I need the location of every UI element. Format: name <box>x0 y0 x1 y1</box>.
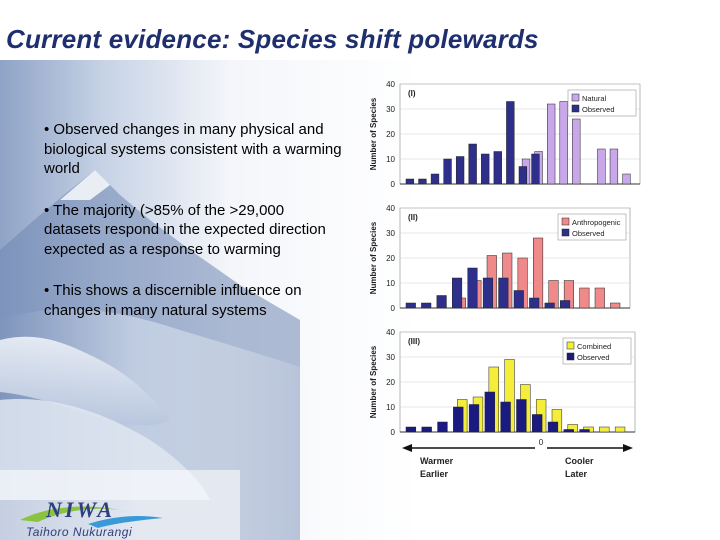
legend-swatch <box>566 352 575 361</box>
bar-observed-1 <box>518 166 528 185</box>
bar-observed-2 <box>467 267 478 309</box>
bar-observed-1 <box>443 158 452 185</box>
y-tick-label: 20 <box>386 378 395 387</box>
bar-observed-1 <box>468 143 477 185</box>
panel-label: (III) <box>408 337 420 346</box>
legend-label: Combined <box>577 342 611 351</box>
legend <box>562 337 632 365</box>
bar-observed-2 <box>560 300 571 309</box>
bar-anthropogenic-2 <box>533 237 544 309</box>
legend-label: Natural <box>582 94 607 103</box>
bar-observed-2 <box>529 297 540 309</box>
legend-label: Observed <box>572 229 605 238</box>
y-tick-label: 20 <box>386 130 395 139</box>
bar-observed-1 <box>405 178 415 185</box>
y-tick-label: 40 <box>386 328 395 337</box>
bullet-list: • Observed changes in many physical and … <box>44 120 344 334</box>
bar-observed-2 <box>513 290 524 309</box>
bar-observed-3 <box>421 426 432 433</box>
legend <box>567 89 637 117</box>
y-tick-label: 0 <box>391 180 396 189</box>
y-tick-label: 10 <box>386 279 395 288</box>
bar-natural-1 <box>547 103 556 185</box>
bar-observed-1 <box>455 156 465 185</box>
y-tick-label: 20 <box>386 254 395 263</box>
panel-label: (I) <box>408 89 416 98</box>
bar-observed-1 <box>493 151 502 185</box>
bar-natural-1 <box>559 101 568 185</box>
bullet-majority-datasets: • The majority (>85% of the >29,000 data… <box>44 201 326 258</box>
panel-label: (II) <box>408 213 418 222</box>
bar-anthropogenic-2 <box>579 287 590 309</box>
x-right-label: Later <box>565 469 588 479</box>
bar-observed-3 <box>563 429 574 433</box>
legend-swatch <box>561 228 570 237</box>
bar-observed-3 <box>484 391 495 433</box>
legend-label: Observed <box>582 105 615 114</box>
legend <box>557 213 627 241</box>
bar-observed-2 <box>405 302 416 309</box>
bar-observed-1 <box>506 101 515 185</box>
slide-title: Current evidence: Species shift poleward… <box>6 24 539 54</box>
cooler-arrowhead <box>623 444 633 452</box>
bar-natural-1 <box>609 148 619 185</box>
niwa-logo: NIWA <box>20 497 163 528</box>
x-zero-label: 0 <box>539 438 544 447</box>
bullet-discernible-influence: • This shows a discernible influence on … <box>44 282 302 319</box>
bar-combined-3 <box>599 426 610 433</box>
bar-natural-1 <box>597 148 606 185</box>
y-axis-label: Number of Species <box>369 97 378 170</box>
bar-natural-1 <box>622 173 631 185</box>
bar-observed-1 <box>418 178 427 185</box>
bar-natural-1 <box>572 118 581 185</box>
y-axis-label: Number of Species <box>369 221 378 294</box>
bar-anthropogenic-2 <box>610 302 621 309</box>
y-tick-label: 10 <box>386 403 395 412</box>
bar-observed-3 <box>453 406 464 433</box>
y-tick-label: 40 <box>386 80 395 89</box>
bullet-observed-changes: • Observed changes in many physical and … <box>44 121 342 177</box>
bar-observed-3 <box>547 421 559 433</box>
species-shift-charts: 0 10 20 30 40 Number of Species (I) Natural Obse… <box>369 80 641 479</box>
bar-observed-1 <box>430 173 440 185</box>
y-tick-label: 30 <box>386 229 395 238</box>
y-tick-label: 0 <box>391 428 396 437</box>
logo-wordmark: NIWA <box>45 497 115 522</box>
legend-swatch <box>571 104 580 113</box>
y-tick-label: 40 <box>386 204 395 213</box>
y-tick-label: 30 <box>386 353 395 362</box>
warmer-arrowhead <box>402 444 412 452</box>
y-axis-label: Number of Species <box>369 345 378 418</box>
legend-swatch <box>571 93 580 102</box>
y-tick-label: 30 <box>386 105 395 114</box>
y-tick-label: 10 <box>386 155 395 164</box>
bar-observed-3 <box>532 414 543 433</box>
bar-observed-3 <box>437 421 448 433</box>
x-right-label: Cooler <box>565 456 594 466</box>
bar-combined-3 <box>614 426 626 433</box>
bar-observed-1 <box>531 153 540 185</box>
bar-observed-1 <box>481 153 490 185</box>
bar-observed-2 <box>498 277 509 309</box>
logo-subtitle: Taihoro Nukurangi <box>26 525 133 539</box>
bar-observed-3 <box>579 429 590 433</box>
bar-observed-2 <box>421 302 432 309</box>
y-tick-label: 0 <box>391 304 396 313</box>
legend-label: Anthropogenic <box>572 218 621 227</box>
x-left-label: Earlier <box>420 469 449 479</box>
legend-swatch <box>561 217 570 226</box>
bar-observed-2 <box>482 277 493 309</box>
legend-swatch <box>566 341 575 350</box>
bar-anthropogenic-2 <box>594 287 605 309</box>
legend-label: Observed <box>577 353 610 362</box>
bar-observed-3 <box>516 399 527 433</box>
bar-observed-3 <box>468 404 480 433</box>
bar-observed-3 <box>500 401 511 433</box>
bar-observed-3 <box>405 426 417 433</box>
bar-observed-2 <box>452 277 463 309</box>
bar-observed-2 <box>436 295 447 309</box>
bar-observed-2 <box>544 302 555 309</box>
x-left-label: Warmer <box>420 456 454 466</box>
